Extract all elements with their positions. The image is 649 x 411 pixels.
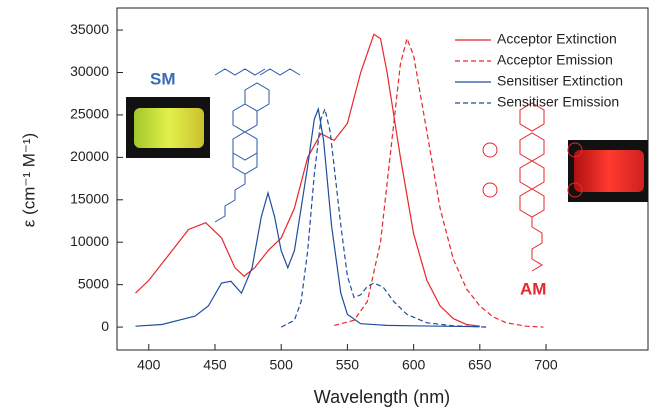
sm-vial	[134, 108, 204, 148]
y-tick-label: 10000	[70, 233, 109, 249]
series-line	[136, 34, 480, 326]
x-tick-label: 600	[402, 357, 426, 373]
legend-label: Acceptor Emission	[497, 52, 613, 68]
x-tick-label: 500	[270, 357, 294, 373]
y-tick-label: 0	[101, 318, 109, 334]
x-axis-label: Wavelength (nm)	[314, 387, 450, 407]
sm-molecule	[215, 69, 300, 222]
am-vial	[574, 150, 644, 192]
y-axis-label: ε (cm⁻¹ M⁻¹)	[19, 133, 38, 227]
y-tick-label: 30000	[70, 63, 109, 79]
legend-label: Acceptor Extinction	[497, 31, 617, 47]
y-tick-label: 5000	[78, 275, 109, 291]
x-tick-label: 450	[203, 357, 227, 373]
legend-label: Sensitiser Extinction	[497, 73, 623, 89]
y-tick-label: 25000	[70, 106, 109, 122]
y-tick-label: 35000	[70, 21, 109, 37]
annotation: SM	[150, 69, 176, 88]
annotation: AM	[520, 279, 546, 298]
legend-label: Sensitiser Emission	[497, 94, 619, 110]
x-tick-label: 400	[137, 357, 161, 373]
x-tick-label: 650	[468, 357, 492, 373]
x-tick-label: 550	[336, 357, 360, 373]
y-tick-label: 15000	[70, 190, 109, 206]
x-tick-label: 700	[534, 357, 558, 373]
chart: SM AM Wavelength (nm) ε (cm⁻¹ M⁻¹) 400 45…	[0, 0, 649, 411]
y-tick-label: 20000	[70, 148, 109, 164]
am-molecule	[483, 103, 582, 271]
